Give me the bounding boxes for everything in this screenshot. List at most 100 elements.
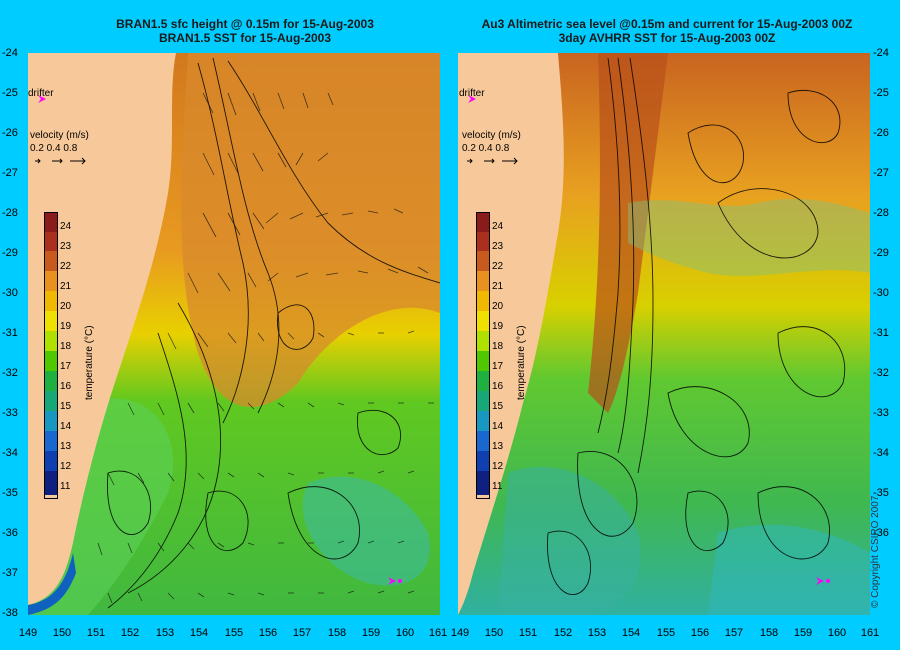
x-tick-label: 156 bbox=[258, 627, 278, 639]
y-tick-label: -27 bbox=[2, 167, 18, 179]
colorbar-tick-right: 16 bbox=[492, 381, 504, 392]
colorbar-tick: 17 bbox=[60, 361, 72, 372]
x-tick-label: 149 bbox=[18, 627, 38, 639]
colorbar-tick-right: 11 bbox=[492, 481, 503, 492]
colorbar-title: temperature (°C) bbox=[84, 325, 95, 400]
colorbar-tick: 15 bbox=[60, 401, 72, 412]
y-tick-label-right: -32 bbox=[873, 367, 889, 379]
x-tick-label: 151 bbox=[86, 627, 106, 639]
y-tick-label: -35 bbox=[2, 487, 18, 499]
y-tick-label-right: -26 bbox=[873, 127, 889, 139]
colorbar bbox=[44, 212, 58, 499]
x-tick-label-right: 155 bbox=[656, 627, 676, 639]
y-tick-label: -28 bbox=[2, 207, 18, 219]
y-tick-label: -31 bbox=[2, 327, 18, 339]
left-title-line1: BRAN1.5 sfc height @ 0.15m for 15-Aug-20… bbox=[116, 17, 374, 31]
x-tick-label: 159 bbox=[361, 627, 381, 639]
x-tick-label: 153 bbox=[155, 627, 175, 639]
colorbar-tick: 14 bbox=[60, 421, 72, 432]
y-tick-label: -33 bbox=[2, 407, 18, 419]
colorbar-tick-right: 14 bbox=[492, 421, 504, 432]
x-tick-label-right: 152 bbox=[553, 627, 573, 639]
y-tick-label-right: -25 bbox=[873, 87, 889, 99]
x-tick-label: 150 bbox=[52, 627, 72, 639]
left-title-line2: BRAN1.5 SST for 15-Aug-2003 bbox=[158, 31, 332, 45]
x-tick-label: 157 bbox=[292, 627, 312, 639]
colorbar-tick: 19 bbox=[60, 321, 72, 332]
y-tick-label-right: -31 bbox=[873, 327, 889, 339]
x-tick-label-right: 150 bbox=[484, 627, 504, 639]
y-tick-label-right: -24 bbox=[873, 47, 889, 59]
velocity-legend-title-right: velocity (m/s) bbox=[462, 130, 521, 141]
x-tick-label-right: 159 bbox=[793, 627, 813, 639]
x-tick-label: 158 bbox=[327, 627, 347, 639]
x-tick-label-right: 156 bbox=[690, 627, 710, 639]
velocity-legend-arrows bbox=[35, 157, 86, 165]
x-tick-label: 155 bbox=[224, 627, 244, 639]
x-tick-label-right: 158 bbox=[759, 627, 779, 639]
velocity-legend-arrows-right bbox=[467, 157, 518, 165]
drifter-marker-right bbox=[468, 95, 830, 585]
colorbar-tick-right: 15 bbox=[492, 401, 504, 412]
x-tick-label: 154 bbox=[189, 627, 209, 639]
colorbar-tick-right: 23 bbox=[492, 241, 504, 252]
y-tick-label: -37 bbox=[2, 567, 18, 579]
y-tick-label: -30 bbox=[2, 287, 18, 299]
right-sst-map bbox=[458, 53, 870, 615]
y-tick-label-right: -30 bbox=[873, 287, 889, 299]
right-title-line1: Au3 Altimetric sea level @0.15m and curr… bbox=[481, 17, 853, 31]
x-tick-label: 160 bbox=[395, 627, 415, 639]
colorbar-tick: 13 bbox=[60, 441, 72, 452]
left-sst-map bbox=[28, 53, 440, 615]
x-tick-label: 152 bbox=[120, 627, 140, 639]
y-tick-label-right: -33 bbox=[873, 407, 889, 419]
drifter-marker bbox=[38, 95, 402, 585]
y-tick-label: -32 bbox=[2, 367, 18, 379]
drifter-label: drifter bbox=[28, 88, 54, 99]
y-tick-label-right: -29 bbox=[873, 247, 889, 259]
colorbar-tick-right: 20 bbox=[492, 301, 504, 312]
y-tick-label-right: -28 bbox=[873, 207, 889, 219]
colorbar-tick-right: 19 bbox=[492, 321, 504, 332]
colorbar-tick: 23 bbox=[60, 241, 72, 252]
y-tick-label: -25 bbox=[2, 87, 18, 99]
y-tick-label: -26 bbox=[2, 127, 18, 139]
colorbar-tick: 18 bbox=[60, 341, 72, 352]
colorbar-tick: 21 bbox=[60, 281, 72, 292]
y-tick-label: -29 bbox=[2, 247, 18, 259]
left-map-panel bbox=[28, 53, 440, 615]
colorbar-tick-right: 13 bbox=[492, 441, 504, 452]
colorbar-tick-right: 21 bbox=[492, 281, 504, 292]
colorbar-right bbox=[476, 212, 490, 499]
velocity-legend-values: 0.2 0.4 0.8 bbox=[30, 143, 78, 154]
right-title-line2: 3day AVHRR SST for 15-Aug-2003 00Z bbox=[558, 31, 776, 45]
y-tick-label-right: -35 bbox=[873, 487, 889, 499]
velocity-legend-values-right: 0.2 0.4 0.8 bbox=[462, 143, 510, 154]
x-tick-label: 161 bbox=[428, 627, 448, 639]
y-tick-label-right: -34 bbox=[873, 447, 889, 459]
x-tick-label-right: 160 bbox=[827, 627, 847, 639]
colorbar-tick-right: 18 bbox=[492, 341, 504, 352]
colorbar-tick-right: 17 bbox=[492, 361, 504, 372]
right-map-panel bbox=[458, 53, 870, 615]
copyright-notice: © Copyright CSIRO 2007 bbox=[870, 495, 881, 608]
y-tick-label: -24 bbox=[2, 47, 18, 59]
x-tick-label-right: 151 bbox=[518, 627, 538, 639]
y-tick-label: -36 bbox=[2, 527, 18, 539]
y-tick-label: -34 bbox=[2, 447, 18, 459]
colorbar-tick: 11 bbox=[60, 481, 71, 492]
colorbar-title-right: temperature (°C) bbox=[516, 325, 527, 400]
y-tick-label-right: -36 bbox=[873, 527, 889, 539]
colorbar-tick-right: 22 bbox=[492, 261, 504, 272]
drifter-label-right: drifter bbox=[459, 88, 485, 99]
y-tick-label: -38 bbox=[2, 607, 18, 619]
y-tick-label-right: -27 bbox=[873, 167, 889, 179]
x-tick-label-right: 153 bbox=[587, 627, 607, 639]
colorbar-tick: 22 bbox=[60, 261, 72, 272]
colorbar-tick: 16 bbox=[60, 381, 72, 392]
x-tick-label-right: 149 bbox=[450, 627, 470, 639]
colorbar-tick-right: 12 bbox=[492, 461, 504, 472]
colorbar-tick: 24 bbox=[60, 221, 72, 232]
x-tick-label-right: 157 bbox=[724, 627, 744, 639]
x-tick-label-right: 161 bbox=[860, 627, 880, 639]
